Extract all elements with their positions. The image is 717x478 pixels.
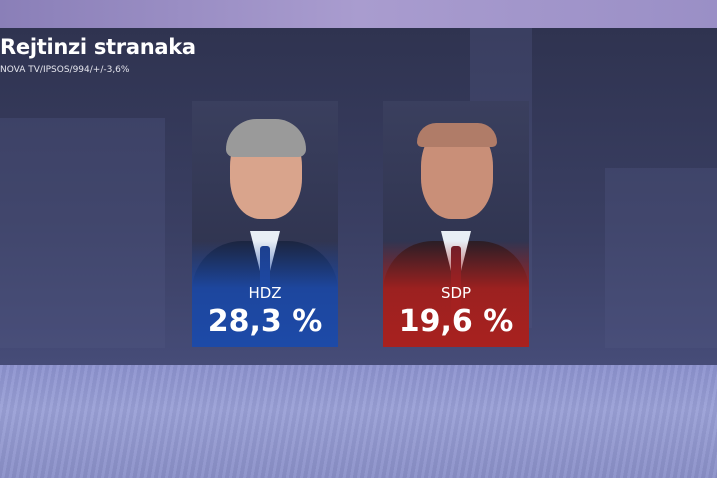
party-rating: 28,3 % xyxy=(207,304,323,339)
building-left xyxy=(0,118,165,348)
square-background xyxy=(0,365,717,478)
sky-background xyxy=(0,0,717,30)
result-card-sdp: SDP 19,6 % xyxy=(383,101,529,347)
party-rating: 19,6 % xyxy=(398,304,514,339)
party-name: HDZ xyxy=(248,284,282,302)
poll-source: NOVA TV/IPSOS/994/+/-3,6% xyxy=(0,65,130,75)
party-name: SDP xyxy=(440,284,472,302)
party-color-overlay xyxy=(192,241,338,347)
result-card-hdz: HDZ 28,3 % xyxy=(192,101,338,347)
page-title: Rejtinzi stranaka xyxy=(0,35,196,59)
graphic-panel xyxy=(0,28,717,365)
building-right xyxy=(605,168,717,348)
party-color-overlay xyxy=(383,241,529,347)
